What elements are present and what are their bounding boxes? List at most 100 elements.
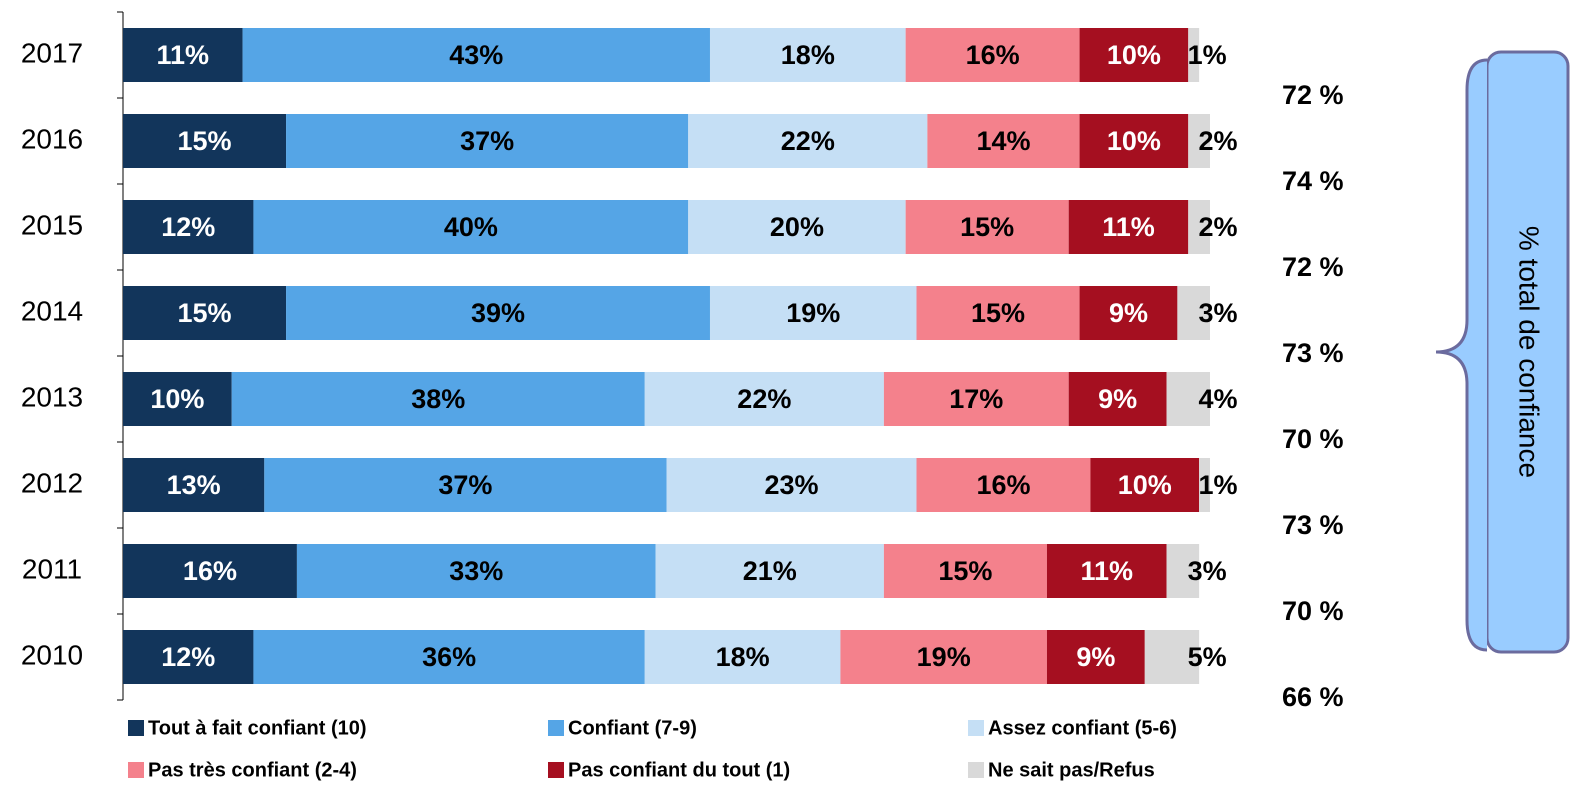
- bar-segment: [655, 544, 884, 598]
- bar-segment: [123, 458, 265, 512]
- bar-segment: [1177, 286, 1210, 340]
- bar-segment: [1046, 544, 1167, 598]
- data-label: 10%: [150, 384, 204, 414]
- data-label: 37%: [438, 470, 492, 500]
- data-label: 18%: [781, 40, 835, 70]
- data-label: 11%: [157, 40, 210, 70]
- data-label: 3%: [1198, 298, 1237, 328]
- data-label: 9%: [1109, 298, 1148, 328]
- bar-segment: [688, 200, 906, 254]
- y-tick-label: 2012: [21, 467, 83, 498]
- bar-segment: [1144, 630, 1200, 684]
- data-label: 15%: [178, 126, 232, 156]
- data-label: 12%: [161, 212, 215, 242]
- data-label: 19%: [786, 298, 840, 328]
- bar-segment: [1079, 114, 1189, 168]
- data-label: 38%: [411, 384, 465, 414]
- bar-segment: [840, 630, 1047, 684]
- bar-segment: [123, 286, 287, 340]
- legend-swatch: [128, 720, 144, 736]
- data-label: 23%: [764, 470, 818, 500]
- data-label: 16%: [976, 470, 1030, 500]
- bar-segment: [123, 200, 254, 254]
- total-label: 73 %: [1282, 338, 1344, 368]
- legend-swatch: [548, 762, 564, 778]
- data-label: 37%: [460, 126, 514, 156]
- bar-segment: [1090, 458, 1200, 512]
- bar-segment: [666, 458, 917, 512]
- bar-segment: [883, 372, 1069, 426]
- data-label: 10%: [1107, 40, 1161, 70]
- data-label: 1%: [1188, 40, 1227, 70]
- bracket: [1435, 58, 1488, 652]
- data-label: 9%: [1098, 384, 1137, 414]
- legend-label: Ne sait pas/Refus: [988, 759, 1155, 781]
- data-label: 40%: [444, 212, 498, 242]
- bar-segment: [709, 28, 906, 82]
- data-label: 15%: [178, 298, 232, 328]
- data-label: 12%: [161, 642, 215, 672]
- data-label: 21%: [743, 556, 797, 586]
- data-label: 1%: [1198, 470, 1237, 500]
- total-label: 70 %: [1282, 596, 1344, 626]
- bar-segment: [927, 114, 1080, 168]
- bar-segment: [123, 28, 243, 82]
- data-label: 2%: [1198, 126, 1237, 156]
- total-label: 70 %: [1282, 424, 1344, 454]
- bar-segment: [916, 286, 1080, 340]
- bar-segment: [253, 200, 689, 254]
- data-label: 16%: [966, 40, 1020, 70]
- bar-segment: [644, 630, 841, 684]
- bar-segment: [905, 28, 1080, 82]
- legend-label: Tout à fait confiant (10): [148, 717, 367, 739]
- bar-segment: [1199, 458, 1210, 512]
- bar-segment: [253, 630, 645, 684]
- bar-segment: [123, 372, 232, 426]
- data-label: 22%: [737, 384, 791, 414]
- data-label: 16%: [183, 556, 237, 586]
- bar-segment: [905, 200, 1069, 254]
- data-label: 18%: [716, 642, 770, 672]
- bar-segment: [1188, 200, 1210, 254]
- data-label: 3%: [1188, 556, 1227, 586]
- legend-label: Pas très confiant (2-4): [148, 759, 357, 781]
- data-label: 15%: [960, 212, 1014, 242]
- bar-segment: [1188, 114, 1210, 168]
- legend-swatch: [968, 720, 984, 736]
- data-label: 9%: [1076, 642, 1115, 672]
- data-label: 17%: [949, 384, 1003, 414]
- bar-segment: [1068, 200, 1189, 254]
- bar-segment: [123, 630, 254, 684]
- data-label: 36%: [422, 642, 476, 672]
- data-label: 11%: [1102, 212, 1155, 242]
- y-tick-label: 2017: [21, 37, 83, 68]
- legend-label: Assez confiant (5-6): [988, 717, 1177, 739]
- bracket-label: % total de confiance: [1514, 226, 1545, 478]
- bar-segment: [688, 114, 928, 168]
- total-label: 72 %: [1282, 252, 1344, 282]
- y-tick-label: 2014: [21, 295, 83, 326]
- bar-segment: [709, 286, 917, 340]
- data-label: 33%: [449, 556, 503, 586]
- data-label: 4%: [1198, 384, 1237, 414]
- legend-swatch: [128, 762, 144, 778]
- total-label: 72 %: [1282, 80, 1344, 110]
- legend-swatch: [968, 762, 984, 778]
- bar-segment: [1079, 286, 1178, 340]
- bar-segment: [916, 458, 1091, 512]
- y-tick-label: 2010: [21, 639, 83, 670]
- bar-segment: [1188, 28, 1200, 82]
- data-label: 10%: [1118, 470, 1172, 500]
- data-label: 15%: [938, 556, 992, 586]
- bar-segment: [286, 114, 689, 168]
- data-label: 14%: [976, 126, 1030, 156]
- data-label: 15%: [971, 298, 1025, 328]
- y-tick-label: 2013: [21, 381, 83, 412]
- y-tick-label: 2015: [21, 209, 83, 240]
- bar-segment: [123, 114, 287, 168]
- total-label: 74 %: [1282, 166, 1344, 196]
- total-label: 66 %: [1282, 682, 1344, 712]
- y-tick-label: 2011: [22, 553, 82, 584]
- bar-segment: [644, 372, 884, 426]
